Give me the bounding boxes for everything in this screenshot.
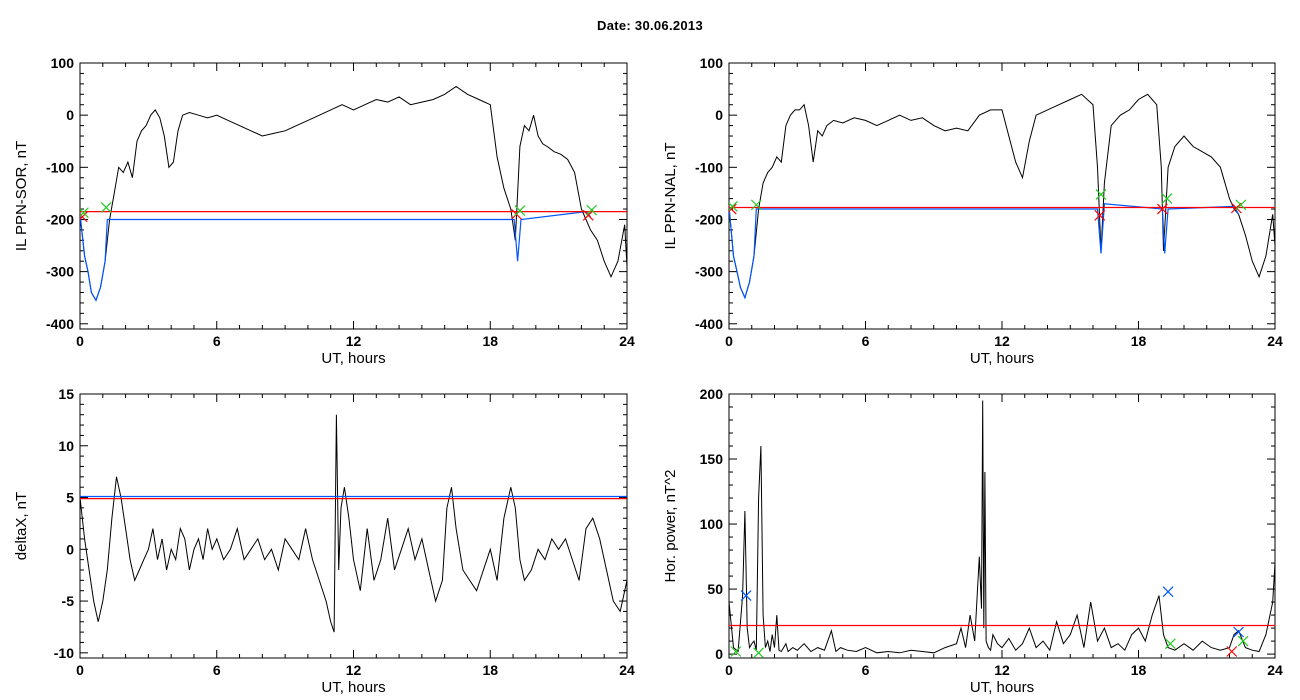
y-tick-label: 100 — [700, 55, 724, 71]
x-tick-label: 6 — [213, 662, 221, 678]
y-tick-label: -200 — [695, 211, 723, 227]
marker-green — [1161, 193, 1173, 205]
y-tick-label: 5 — [66, 490, 74, 506]
marker-green — [586, 204, 598, 216]
plot-frame — [79, 62, 628, 330]
marker-red — [582, 209, 594, 221]
marker-green — [729, 201, 738, 212]
marker-green — [750, 199, 762, 211]
plot-area — [729, 400, 1275, 658]
page-title: Date: 30.06.2013 — [597, 18, 703, 33]
x-tick-label: 6 — [213, 333, 221, 349]
series-line-black-0 — [729, 400, 1275, 654]
x-axis-label: UT, hours — [321, 679, 385, 696]
y-tick-label: -10 — [54, 645, 74, 661]
y-tick-label: -300 — [46, 264, 74, 280]
chart-deltax: 0 6 12 18 24 -10 -5 0 5 10 15 UT, hours deltaX, nT — [13, 386, 635, 696]
marker-green — [1237, 635, 1249, 647]
x-tick-label: 0 — [76, 662, 84, 678]
y-tick-label: 10 — [58, 438, 74, 454]
marker-red — [80, 211, 88, 223]
y-tick-label: -300 — [695, 264, 723, 280]
x-axis-label: UT, hours — [321, 350, 385, 367]
y-tick-label: 150 — [700, 451, 724, 467]
x-tick-label: 6 — [862, 662, 870, 678]
series-line-black-0 — [80, 414, 627, 633]
y-tick-label: -5 — [62, 593, 75, 609]
x-tick-label: 0 — [725, 333, 733, 349]
y-axis-label: Hor. power, nT^2 — [662, 470, 679, 583]
x-tick-label: 24 — [1267, 662, 1283, 678]
x-tick-label: 24 — [619, 333, 635, 349]
y-tick-label: 100 — [51, 55, 75, 71]
marker-red — [1156, 203, 1168, 215]
y-axis-label: IL PPN-NAL, nT — [662, 143, 679, 250]
marker-red — [1230, 202, 1242, 214]
x-tick-label: 24 — [619, 662, 635, 678]
series-line-blue-1 — [80, 210, 591, 302]
y-tick-label: -400 — [695, 316, 723, 332]
series-line-black-0 — [729, 93, 1275, 300]
x-tick-label: 6 — [862, 333, 870, 349]
y-tick-label: 200 — [700, 386, 724, 402]
x-tick-label: 24 — [1267, 333, 1283, 349]
x-tick-label: 18 — [482, 662, 498, 678]
marker-green — [514, 205, 526, 217]
marker-red — [1226, 646, 1238, 657]
x-tick-label: 12 — [346, 662, 362, 678]
x-axis-label: UT, hours — [970, 679, 1034, 696]
x-tick-label: 18 — [482, 333, 498, 349]
marker-green — [80, 207, 89, 219]
x-tick-label: 12 — [346, 333, 362, 349]
chart-il-ppn-nal: 0 6 12 18 24 -400 -300 -200 -100 0 100 UT, hours IL … — [662, 55, 1283, 367]
y-axis-label: IL PPN-SOR, nT — [13, 141, 30, 251]
y-tick-label: 0 — [715, 107, 723, 123]
marker-green — [730, 646, 742, 657]
y-tick-label: 0 — [66, 107, 74, 123]
y-axis-label: deltaX, nT — [13, 492, 30, 560]
y-tick-label: 0 — [715, 646, 723, 662]
plot-area — [729, 93, 1275, 300]
y-tick-label: 15 — [58, 386, 74, 402]
marker-green — [1164, 638, 1176, 650]
y-tick-label: 100 — [700, 516, 724, 532]
x-tick-label: 0 — [725, 662, 733, 678]
y-tick-label: 50 — [707, 581, 723, 597]
marker-green — [753, 647, 764, 658]
series-line-blue-1 — [729, 203, 1240, 300]
x-tick-label: 12 — [994, 662, 1010, 678]
chart-il-ppn-sor: 0 6 12 18 24 -400 -300 -200 -100 0 100 UT, hours IL … — [13, 55, 635, 367]
x-tick-label: 12 — [994, 333, 1010, 349]
chart-hor-power: 0 6 12 18 24 0 50 100 150 200 UT, hours Hor. power,… — [662, 386, 1283, 696]
plot-area — [80, 414, 627, 633]
marker-blue — [1162, 586, 1174, 598]
plot-frame — [728, 62, 1276, 330]
x-tick-label: 18 — [1131, 333, 1147, 349]
marker-red — [1094, 209, 1106, 221]
y-tick-label: -400 — [46, 316, 74, 332]
plot-area — [80, 85, 627, 302]
x-tick-label: 18 — [1131, 662, 1147, 678]
y-tick-label: -100 — [695, 159, 723, 175]
y-tick-label: -200 — [46, 211, 74, 227]
y-tick-label: 0 — [66, 541, 74, 557]
x-tick-label: 0 — [76, 333, 84, 349]
marker-green — [100, 202, 112, 213]
y-tick-label: -100 — [46, 159, 74, 175]
plot-frame — [79, 393, 628, 659]
marker-green — [1235, 199, 1247, 211]
marker-green — [1095, 189, 1107, 200]
plot-frame — [728, 393, 1276, 659]
series-line-black-0 — [80, 85, 627, 302]
marker-blue — [1233, 626, 1245, 638]
marker-blue — [740, 590, 752, 602]
marker-red — [729, 203, 737, 215]
x-axis-label: UT, hours — [970, 350, 1034, 367]
